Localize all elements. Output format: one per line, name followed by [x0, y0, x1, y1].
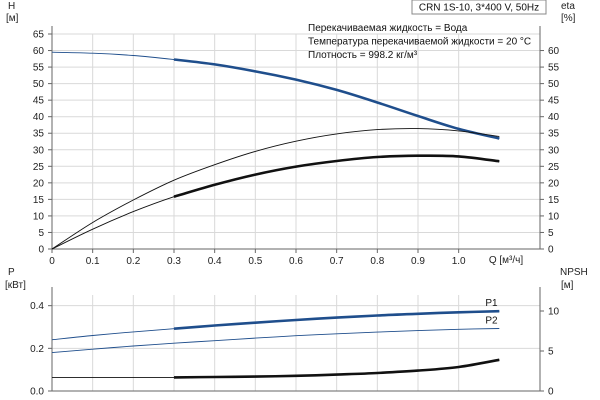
y-left-tick-label: 40: [33, 112, 45, 123]
top-series-0-operating-range: [173, 58, 500, 140]
chart-title: CRN 1S-10, 3*400 V, 50Hz: [419, 3, 539, 14]
x-tick-label: 0: [49, 256, 55, 267]
y-left-tick-label: 65: [33, 30, 45, 41]
bottom-series-0-operating-range: [173, 309, 500, 330]
y-right-tick-label: 30: [548, 145, 560, 156]
y-right-tick-label: 10: [548, 211, 560, 222]
title-box: [411, 0, 547, 15]
y-right-tick-label-lower: 0: [548, 387, 554, 398]
y-left-tick-label: 50: [33, 79, 45, 90]
info-line: Перекачиваемая жидкость = Вода: [308, 23, 468, 34]
y-right-tick-label-lower: 5: [548, 347, 554, 358]
bottom-series-2-operating-range: [173, 358, 500, 379]
y-left-tick-label: 60: [33, 46, 45, 57]
y-right-tick-label: 15: [548, 195, 560, 206]
y-left-tick-label-lower: 0.0: [30, 387, 44, 398]
x-tick-label: 1.0: [452, 256, 466, 267]
y-left-tick-label: 20: [33, 178, 45, 189]
y-right-tick-label: 60: [548, 46, 560, 57]
y-right-unit: [%]: [561, 13, 576, 24]
y-left-tick-label: 5: [38, 228, 44, 239]
y-right-tick-label: 25: [548, 162, 560, 173]
y-left-tick-label: 0: [38, 245, 44, 256]
y-right-tick-label: 5: [548, 228, 554, 239]
bottom-series-0-line: [51, 310, 500, 341]
y-right-tick-label: 50: [548, 79, 560, 90]
x-tick-label: 0.7: [330, 256, 344, 267]
y-left-tick-label-lower: 0.2: [30, 344, 44, 355]
y-right-tick-label: 35: [548, 129, 560, 140]
top-series-2-operating-range: [173, 154, 500, 198]
x-tick-label: 0.8: [370, 256, 384, 267]
y-left-unit: [м]: [6, 13, 19, 24]
series-label-p1: P1: [485, 298, 498, 309]
y-left-tick-label: 15: [33, 195, 45, 206]
y-left-tick-label: 35: [33, 129, 45, 140]
info-line: Температура перекачиваемой жидкости = 20…: [308, 37, 531, 48]
y-left-tick-label: 10: [33, 211, 45, 222]
x-tick-label: 0.1: [86, 256, 100, 267]
y-right-tick-label: 40: [548, 112, 560, 123]
y-right-tick-label: 55: [548, 63, 560, 74]
x-tick-label: 0.9: [411, 256, 425, 267]
series-label-p2: P2: [485, 315, 498, 326]
y-left-tick-label: 45: [33, 96, 45, 107]
top-series-1-line: [51, 128, 500, 250]
x-tick-label: 0.2: [126, 256, 140, 267]
top-series-0-line: [51, 51, 500, 139]
y-right-unit-lower: [м]: [561, 280, 574, 291]
y-right-tick-label-lower: 10: [548, 307, 560, 318]
y-left-tick-label: 25: [33, 162, 45, 173]
x-axis-label: Q [м³/ч]: [489, 255, 524, 266]
y-right-tick-label: 45: [548, 96, 560, 107]
y-right-label: eta: [561, 1, 575, 12]
y-left-tick-label: 55: [33, 63, 45, 74]
info-line: Плотность = 998.2 кг/м³: [308, 50, 418, 61]
y-left-label-lower: P: [8, 267, 15, 278]
y-right-label-lower: NPSH: [560, 267, 588, 278]
y-right-tick-label: 20: [548, 178, 560, 189]
x-tick-label: 0.3: [167, 256, 181, 267]
x-tick-label: 0.6: [289, 256, 303, 267]
y-left-tick-label-lower: 0.4: [30, 301, 44, 312]
x-tick-label: 0.5: [248, 256, 262, 267]
y-left-label: H: [8, 1, 15, 12]
y-right-tick-label: 0: [548, 245, 554, 256]
x-tick-label: 0.4: [208, 256, 222, 267]
bottom-series-1-line: [51, 328, 500, 354]
y-left-tick-label: 30: [33, 145, 45, 156]
y-left-unit-lower: [кВт]: [5, 280, 26, 291]
